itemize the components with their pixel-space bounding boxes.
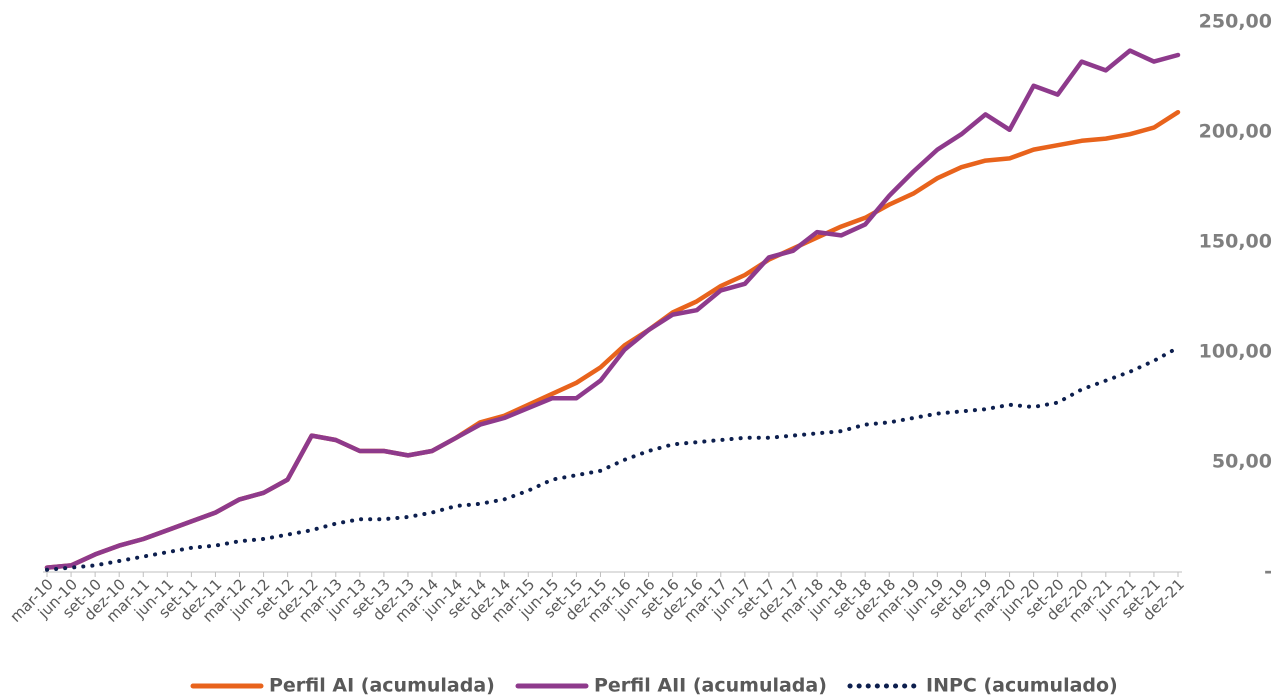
series-line	[44, 48, 1181, 570]
legend-label: Perfil AI (acumulada)	[269, 675, 495, 697]
legend-label: INPC (acumulado)	[926, 675, 1118, 697]
y-tick-label: 50,00	[1212, 451, 1272, 473]
y-tick-label: -	[1264, 561, 1272, 583]
y-tick-label: 100,00	[1199, 341, 1272, 363]
legend-label: Perfil AII (acumulada)	[594, 675, 827, 697]
series-line	[45, 345, 1180, 572]
y-tick-label: 250,00	[1199, 11, 1272, 33]
series-line	[44, 109, 1181, 570]
y-tick-label: 200,00	[1199, 121, 1272, 143]
y-tick-label: 150,00	[1199, 231, 1272, 253]
